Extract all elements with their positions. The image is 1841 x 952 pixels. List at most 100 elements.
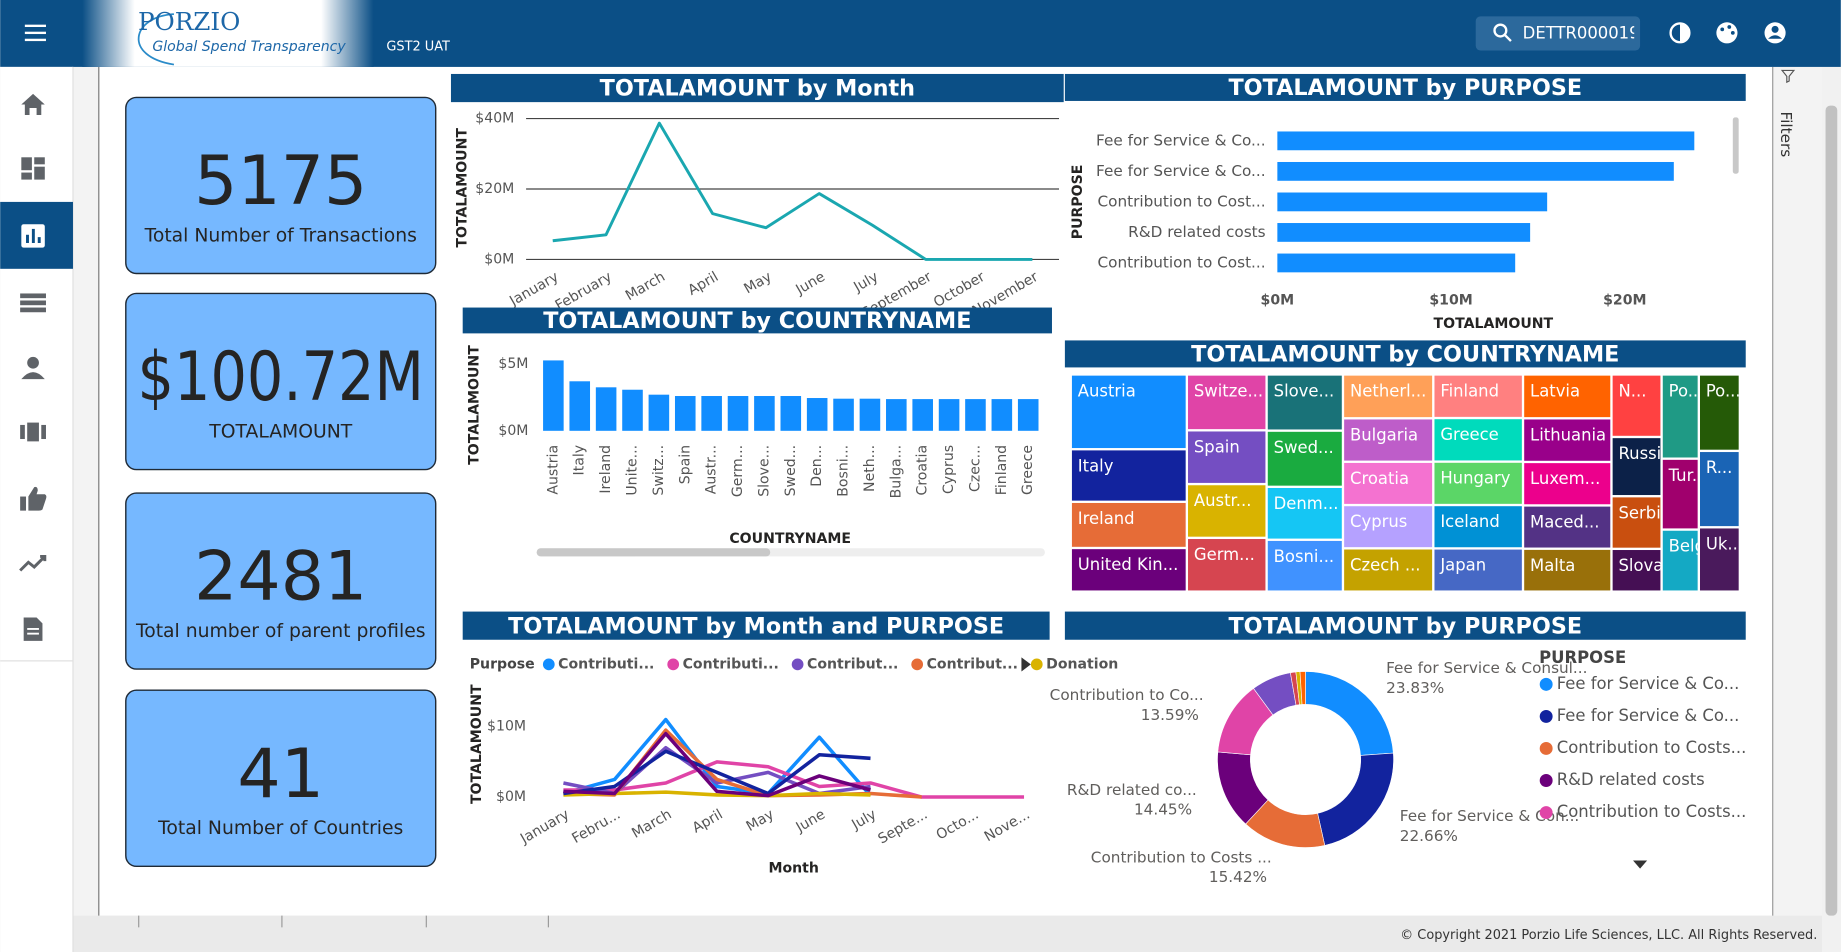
treemap-label: Tur... xyxy=(1668,466,1708,485)
bar xyxy=(674,396,696,431)
logo-swoosh xyxy=(137,13,175,66)
search-value[interactable]: DETTR0000190 xyxy=(1523,24,1650,43)
nav-icon-part xyxy=(34,166,45,180)
legend-next[interactable] xyxy=(1021,657,1031,672)
treemap-label: Iceland xyxy=(1440,512,1499,531)
nav-dashboard[interactable] xyxy=(21,157,45,180)
legend-label: Contribution to Costs... xyxy=(1557,738,1747,757)
chart-title: TOTALAMOUNT by COUNTRYNAME xyxy=(543,308,971,334)
treemap-tile xyxy=(1524,463,1611,505)
menu-button[interactable] xyxy=(24,24,46,42)
x-tick-label: Croatia xyxy=(915,445,931,496)
legend-label: Fee for Service & Co... xyxy=(1557,706,1740,725)
nav-trends[interactable] xyxy=(19,555,46,572)
treemap-tile xyxy=(1700,528,1739,591)
treemap-label: N... xyxy=(1619,382,1647,401)
x-tick-label: Unite... xyxy=(625,445,641,496)
nav-reports[interactable] xyxy=(21,224,45,248)
y-tick-label: Fee for Service & Co... xyxy=(1096,131,1266,149)
scrollbar-thumb[interactable] xyxy=(1732,117,1739,174)
y-tick-label: $0M xyxy=(498,423,528,439)
treemap-label: Greece xyxy=(1440,425,1498,444)
nav-documents[interactable] xyxy=(23,617,43,641)
treemap-label: Bosni... xyxy=(1274,547,1335,566)
kpi-label: TOTALAMOUNT xyxy=(208,421,353,442)
treemap-tile xyxy=(1434,506,1522,548)
x-axis-title: TOTALAMOUNT xyxy=(1434,316,1554,332)
nav-carousel[interactable] xyxy=(20,422,46,442)
chart-title-bar xyxy=(462,611,1050,640)
x-tick-label: Spain xyxy=(677,445,693,484)
y-tick-label: Fee for Service & Co... xyxy=(1096,162,1266,180)
treemap-label: Germ... xyxy=(1194,545,1255,564)
bar xyxy=(886,399,907,431)
bar xyxy=(701,396,722,431)
data-label-name: Fee for Service & Con... xyxy=(1400,807,1580,825)
nav-icon-part xyxy=(20,293,46,299)
chart-title-bar xyxy=(450,73,1064,103)
chart-title: TOTALAMOUNT by PURPOSE xyxy=(1228,75,1582,101)
treemap-label: Po... xyxy=(1669,382,1704,401)
treemap-label: Italy xyxy=(1078,456,1114,475)
y-tick-label: $20M xyxy=(475,181,514,197)
data-line xyxy=(552,121,1033,261)
scrollbar-thumb[interactable] xyxy=(536,548,771,557)
nav-approvals[interactable] xyxy=(20,486,47,511)
kpi-value: $100.72M xyxy=(138,338,424,417)
y-axis-title: PURPOSE xyxy=(1070,165,1086,240)
treemap-label: Cyprus xyxy=(1350,512,1407,531)
treemap-label: Luxem... xyxy=(1530,469,1600,488)
nav-icon-part xyxy=(20,496,27,511)
bar xyxy=(1277,253,1516,273)
treemap-tile xyxy=(1188,431,1266,483)
treemap-label: Slovakia xyxy=(1619,556,1688,575)
y-tick-label: $0M xyxy=(496,789,526,805)
x-tick-label: Finland xyxy=(994,445,1010,495)
legend-swatch xyxy=(1539,677,1553,691)
legend-swatch xyxy=(542,658,555,671)
treemap-label: Bulgaria xyxy=(1350,425,1418,444)
x-tick-label: Bosni... xyxy=(836,445,852,497)
treemap-tile xyxy=(1612,438,1661,496)
treemap-label: Switze... xyxy=(1194,382,1263,401)
palette-dot xyxy=(1720,27,1725,32)
x-tick-label: Germ... xyxy=(730,445,746,497)
legend-label: Contribut... xyxy=(807,656,898,672)
theme-icon xyxy=(1679,23,1690,43)
scrollbar-thumb[interactable] xyxy=(1825,105,1838,916)
data-label-value: 23.83% xyxy=(1386,679,1444,697)
treemap-tile xyxy=(1188,539,1266,591)
treemap-tile xyxy=(1700,375,1739,450)
chart-title: TOTALAMOUNT by COUNTRYNAME xyxy=(1191,342,1619,368)
search-box[interactable] xyxy=(1475,16,1641,51)
filter-icon[interactable] xyxy=(1780,69,1796,84)
bar xyxy=(622,389,643,431)
nav-icon-part xyxy=(21,172,32,180)
bar xyxy=(912,399,933,431)
x-tick-label: Czec... xyxy=(967,445,983,492)
x-tick-label: Slove... xyxy=(756,445,772,497)
treemap-tile xyxy=(1612,497,1661,548)
nav-icon-part xyxy=(31,228,35,243)
treemap-tile xyxy=(1524,549,1611,591)
treemap-tile xyxy=(1267,487,1342,539)
y-axis-title: TOTALAMOUNT xyxy=(469,684,485,804)
nav-list[interactable] xyxy=(20,293,46,313)
legend-swatch xyxy=(911,658,924,671)
legend-scroll[interactable] xyxy=(1633,860,1648,869)
treemap-label: Spain xyxy=(1194,437,1240,456)
legend-swatch xyxy=(1030,658,1043,671)
treemap-tile xyxy=(1344,375,1433,418)
x-tick-label: Switz... xyxy=(651,445,667,496)
nav-profiles[interactable] xyxy=(21,356,45,380)
treemap-label: Czech ... xyxy=(1350,555,1421,574)
bar xyxy=(780,396,802,431)
logo-area xyxy=(82,0,374,67)
x-tick-label: Swed... xyxy=(783,445,799,496)
x-tick-label: Den... xyxy=(809,445,825,487)
environment: GST2 UAT xyxy=(386,39,450,54)
x-axis-title: COUNTRYNAME xyxy=(729,531,851,547)
filters-pane[interactable]: Filters xyxy=(1777,112,1795,158)
legend-label: Contributi... xyxy=(683,656,779,672)
x-tick-label: Bulga... xyxy=(888,445,904,498)
